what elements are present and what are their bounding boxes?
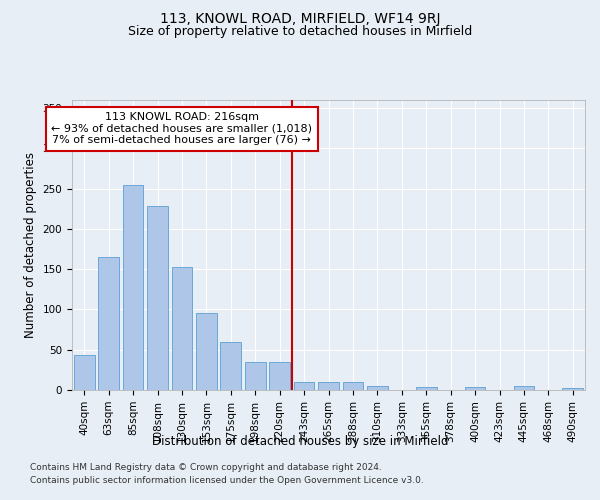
Bar [416, 387, 437, 390]
Bar [343, 382, 364, 390]
Bar [74, 356, 95, 390]
Bar [562, 388, 583, 390]
Bar [269, 362, 290, 390]
Bar [147, 206, 168, 390]
Text: Contains HM Land Registry data © Crown copyright and database right 2024.: Contains HM Land Registry data © Crown c… [30, 462, 382, 471]
Text: Distribution of detached houses by size in Mirfield: Distribution of detached houses by size … [152, 435, 448, 448]
Bar [220, 342, 241, 390]
Text: 113, KNOWL ROAD, MIRFIELD, WF14 9RJ: 113, KNOWL ROAD, MIRFIELD, WF14 9RJ [160, 12, 440, 26]
Bar [367, 386, 388, 390]
Bar [172, 267, 193, 390]
Bar [293, 382, 314, 390]
Bar [318, 382, 339, 390]
Y-axis label: Number of detached properties: Number of detached properties [24, 152, 37, 338]
Bar [98, 257, 119, 390]
Text: Size of property relative to detached houses in Mirfield: Size of property relative to detached ho… [128, 25, 472, 38]
Bar [245, 362, 266, 390]
Bar [464, 387, 485, 390]
Bar [196, 312, 217, 390]
Text: Contains public sector information licensed under the Open Government Licence v3: Contains public sector information licen… [30, 476, 424, 485]
Text: 113 KNOWL ROAD: 216sqm
← 93% of detached houses are smaller (1,018)
7% of semi-d: 113 KNOWL ROAD: 216sqm ← 93% of detached… [52, 112, 313, 146]
Bar [514, 386, 535, 390]
Bar [122, 184, 143, 390]
